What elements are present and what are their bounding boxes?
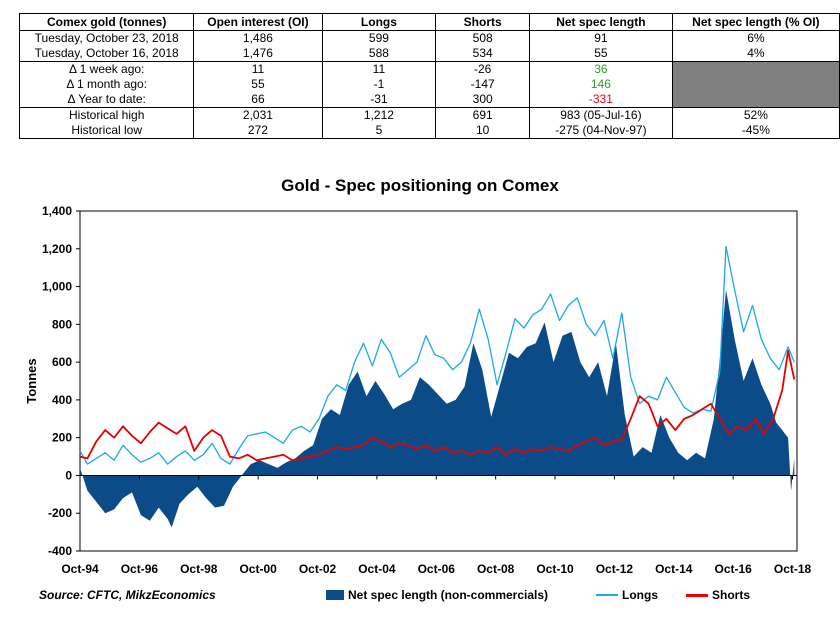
cell-oi: 272 <box>193 123 323 139</box>
x-tick-label: Oct-98 <box>180 562 218 576</box>
x-tick-label: Oct-04 <box>358 562 396 576</box>
cell-longs: 599 <box>321 30 437 46</box>
cell-shorts: -26 <box>435 61 531 77</box>
table-row: Historical high 2,031 1,212 691 983 (05-… <box>18 107 840 123</box>
legend-label-net: Net spec length (non-commercials) <box>348 588 549 602</box>
shorts-line <box>79 349 796 462</box>
y-tick-label: -400 <box>48 544 72 558</box>
y-tick-label: 0 <box>65 468 72 482</box>
cell-shorts: 10 <box>435 123 531 139</box>
table-header-row: Comex gold (tonnes) Open interest (OI) L… <box>18 13 840 31</box>
cell-pct: 4% <box>671 46 840 62</box>
x-tick-label: Oct-02 <box>299 562 337 576</box>
x-tick-label: Oct-00 <box>239 562 277 576</box>
cell-oi: 1,476 <box>193 46 323 62</box>
x-tick-label: Oct-96 <box>121 562 159 576</box>
legend-label-longs: Longs <box>622 588 658 602</box>
cell-longs: -1 <box>321 77 437 92</box>
cell-shorts: -147 <box>435 77 531 92</box>
table-row: Δ 1 month ago: 55 -1 -147 146 <box>18 77 840 92</box>
header-comex-gold: Comex gold (tonnes) <box>18 13 195 31</box>
x-tick-label: Oct-08 <box>477 562 515 576</box>
summary-table: Comex gold (tonnes) Open interest (OI) L… <box>18 13 840 139</box>
header-net-spec-pct: Net spec length (% OI) <box>671 13 840 31</box>
header-longs: Longs <box>321 13 437 31</box>
cell-pct: -45% <box>671 123 840 139</box>
cell-net: -331 <box>529 92 673 108</box>
legend-swatch-shorts <box>686 593 708 597</box>
cell-longs: -31 <box>321 92 437 108</box>
legend-item-longs: Longs <box>596 588 658 602</box>
cell-net: 983 (05-Jul-16) <box>529 107 673 123</box>
cell-oi: 1,486 <box>193 30 323 46</box>
cell-net: 146 <box>529 77 673 92</box>
header-shorts: Shorts <box>435 13 531 31</box>
row-label: Δ 1 week ago: <box>18 61 195 77</box>
cell-longs: 5 <box>321 123 437 139</box>
x-tick-label: Oct-16 <box>714 562 752 576</box>
cell-pct: 6% <box>671 30 840 46</box>
longs-line <box>79 245 795 465</box>
y-tick-label: 1,200 <box>42 242 72 256</box>
cell-oi: 2,031 <box>193 107 323 123</box>
legend-label-shorts: Shorts <box>712 588 751 602</box>
cell-shorts: 691 <box>435 107 531 123</box>
x-tick-label: Oct-10 <box>536 562 574 576</box>
x-tick-label: Oct-14 <box>655 562 693 576</box>
cell-net: 91 <box>529 30 673 46</box>
cell-shorts: 508 <box>435 30 531 46</box>
legend-item-net: Net spec length (non-commercials) <box>326 588 548 602</box>
table-row: Δ 1 week ago: 11 11 -26 36 <box>18 61 840 108</box>
cell-oi: 11 <box>193 61 323 77</box>
cell-net: -275 (04-Nov-97) <box>529 123 673 139</box>
chart-title: Gold - Spec positioning on Comex <box>281 176 559 195</box>
legend-swatch-net <box>326 590 344 600</box>
table-row: Historical low 272 5 10 -275 (04-Nov-97)… <box>18 123 840 139</box>
header-open-interest: Open interest (OI) <box>193 13 323 31</box>
plot-area <box>79 210 798 552</box>
cell-longs: 1,212 <box>321 107 437 123</box>
cell-shorts: 300 <box>435 92 531 108</box>
cell-pct-blank <box>671 61 840 108</box>
cell-net: 36 <box>529 61 673 77</box>
y-axis-title: Tonnes <box>24 358 39 403</box>
y-tick-label: 200 <box>52 431 72 445</box>
y-tick-label: 600 <box>52 355 72 369</box>
row-label: Δ Year to date: <box>18 92 195 108</box>
cell-longs: 588 <box>321 46 437 62</box>
y-tick-label: 800 <box>52 317 72 331</box>
x-tick-label: Oct-18 <box>774 562 812 576</box>
row-label: Historical high <box>18 107 195 123</box>
legend-item-shorts: Shorts <box>686 588 750 602</box>
legend-swatch-longs <box>596 594 618 596</box>
y-tick-label: 1,000 <box>42 280 72 294</box>
cell-oi: 66 <box>193 92 323 108</box>
table-row: Tuesday, October 23, 2018 1,486 599 508 … <box>18 30 840 46</box>
table-row: Tuesday, October 16, 2018 1,476 588 534 … <box>18 46 840 62</box>
row-label: Δ 1 month ago: <box>18 77 195 92</box>
source-note: Source: CFTC, MikzEconomics <box>39 588 216 602</box>
x-tick-label: Oct-94 <box>61 562 99 576</box>
cell-oi: 55 <box>193 77 323 92</box>
row-label: Historical low <box>18 123 195 139</box>
y-tick-label: -200 <box>48 506 72 520</box>
x-tick-label: Oct-06 <box>418 562 456 576</box>
net-spec-area <box>80 289 795 528</box>
row-label: Tuesday, October 23, 2018 <box>18 30 195 46</box>
y-tick-label: 400 <box>52 393 72 407</box>
x-tick-label: Oct-12 <box>596 562 634 576</box>
cell-pct: 52% <box>671 107 840 123</box>
cell-longs: 11 <box>321 61 437 77</box>
table-row: Δ Year to date: 66 -31 300 -331 <box>18 92 840 108</box>
y-tick-label: 1,400 <box>42 204 72 218</box>
header-net-spec-length: Net spec length <box>529 13 673 31</box>
row-label: Tuesday, October 16, 2018 <box>18 46 195 62</box>
